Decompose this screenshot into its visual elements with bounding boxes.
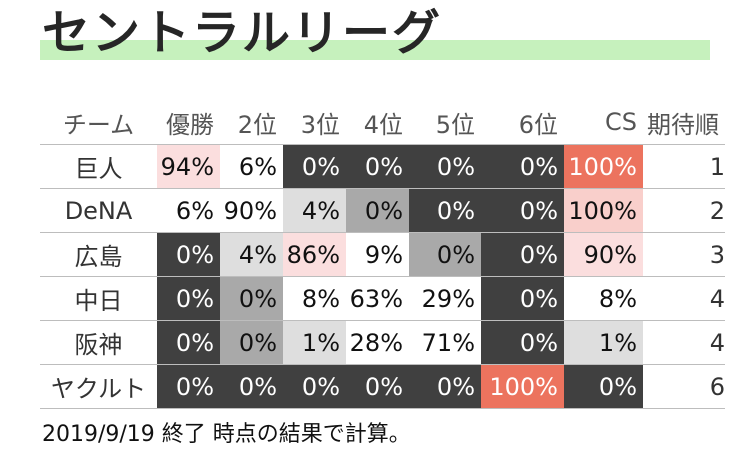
table-row: ヤクルト 0% 0% 0% 0% 0% 100% 0% 6 [40,364,725,409]
team-name: 中日 [40,276,157,321]
header-cs: CS [605,108,637,136]
cell-sixth: 0% [481,276,564,321]
cell-first: 94% [157,144,220,189]
cell-expected: 2 [643,188,725,233]
cell-third: 1% [283,320,346,365]
cell-second: 0% [220,364,283,409]
title-highlight [40,40,710,60]
cell-fifth: 0% [409,364,481,409]
cell-expected: 3 [643,232,725,277]
header-team: チーム [62,110,135,139]
cell-second: 90% [220,188,283,233]
cell-cs: 8% [564,276,643,321]
cell-third: 8% [283,276,346,321]
cell-second: 6% [220,144,283,189]
table-row: 中日 0% 0% 8% 63% 29% 0% 8% 4 [40,276,725,321]
cell-cs: 100% [564,144,643,189]
header-sixth: 6位 [518,110,558,139]
probability-table: チーム 優勝 2位 3位 4位 5位 6位 CS 期待順 巨人 94% 6% 0… [40,100,725,409]
cell-fourth: 28% [346,320,409,365]
cell-sixth: 0% [481,144,564,189]
header-second: 2位 [237,110,277,139]
cell-fifth: 0% [409,232,481,277]
header-first: 優勝 [166,110,214,139]
cell-first: 0% [157,364,220,409]
cell-fourth: 0% [346,144,409,189]
cell-fifth: 0% [409,188,481,233]
table-row: DeNA 6% 90% 4% 0% 0% 0% 100% 2 [40,188,725,233]
header-fourth: 4位 [363,110,403,139]
title-area: セントラルリーグ [0,0,750,64]
cell-fourth: 9% [346,232,409,277]
cell-third: 4% [283,188,346,233]
cell-first: 0% [157,232,220,277]
cell-sixth: 100% [481,364,564,409]
table-row: 広島 0% 4% 86% 9% 0% 0% 90% 3 [40,232,725,277]
team-name: ヤクルト [40,364,157,409]
cell-expected: 4 [643,276,725,321]
cell-expected: 4 [643,320,725,365]
cell-third: 0% [283,144,346,189]
cell-fourth: 0% [346,188,409,233]
cell-sixth: 0% [481,320,564,365]
cell-first: 0% [157,276,220,321]
cell-fifth: 29% [409,276,481,321]
header-fifth: 5位 [435,110,475,139]
table-row: 阪神 0% 0% 1% 28% 71% 0% 1% 4 [40,320,725,365]
team-name: 阪神 [40,320,157,365]
table-row: 巨人 94% 6% 0% 0% 0% 0% 100% 1 [40,144,725,189]
cell-expected: 1 [643,144,725,189]
page-title: セントラルリーグ [42,5,443,61]
cell-fifth: 71% [409,320,481,365]
cell-fifth: 0% [409,144,481,189]
cell-cs: 1% [564,320,643,365]
cell-third: 0% [283,364,346,409]
cell-second: 4% [220,232,283,277]
cell-cs: 90% [564,232,643,277]
cell-cs: 0% [564,364,643,409]
team-name: 巨人 [40,144,157,189]
calculation-note: 2019/9/19 終了 時点の結果で計算。 [42,422,411,447]
header-expected: 期待順 [647,110,719,139]
cell-expected: 6 [643,364,725,409]
cell-first: 6% [157,188,220,233]
cell-sixth: 0% [481,188,564,233]
team-name: DeNA [40,188,157,233]
team-name: 広島 [40,232,157,277]
cell-sixth: 0% [481,232,564,277]
cell-fourth: 0% [346,364,409,409]
header-third: 3位 [300,110,340,139]
table-header-row: チーム 優勝 2位 3位 4位 5位 6位 CS 期待順 [40,100,725,145]
cell-second: 0% [220,320,283,365]
cell-first: 0% [157,320,220,365]
cell-cs: 100% [564,188,643,233]
cell-second: 0% [220,276,283,321]
cell-fourth: 63% [346,276,409,321]
cell-third: 86% [283,232,346,277]
